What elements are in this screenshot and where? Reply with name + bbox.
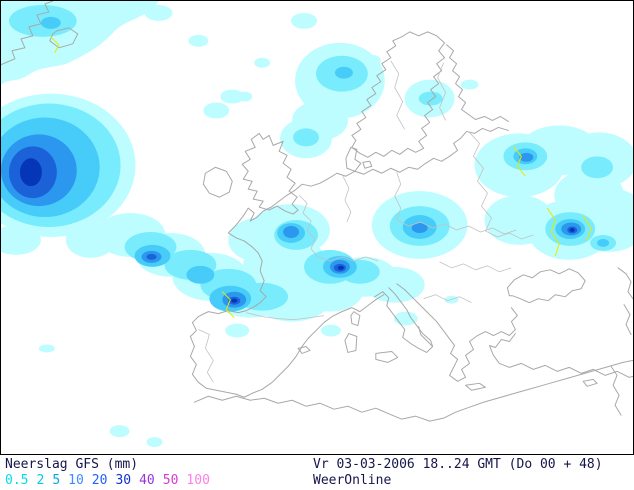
precip-areas-30mm — [19, 158, 575, 303]
coastline-britain — [241, 132, 299, 215]
legend-value-40: 40 — [139, 473, 155, 488]
coastline-cyprus — [582, 378, 598, 387]
coastline-sardinia — [344, 333, 358, 353]
coastline-caspian — [617, 267, 633, 336]
legend-value-50: 50 — [162, 473, 179, 488]
precip-area-0.5mm — [144, 4, 173, 21]
precip-area-30mm — [19, 158, 42, 187]
precipitation-map — [1, 1, 633, 448]
country-border — [439, 261, 512, 273]
precipitation-legend: 0.5 2 5 10 20 30 40 50 100 — [5, 473, 218, 488]
coastline-italy-west — [374, 291, 434, 353]
country-border — [437, 62, 446, 121]
coastline-finland — [446, 44, 509, 122]
country-border — [423, 294, 472, 304]
legend-value-30: 30 — [115, 473, 132, 488]
country-border — [298, 194, 319, 258]
precip-area-30mm — [337, 265, 344, 270]
country-border — [246, 312, 325, 320]
coastline-balkans-greece — [396, 283, 518, 382]
precip-area-10mm — [283, 226, 300, 238]
precip-area-20mm — [146, 253, 157, 260]
coastline-ireland — [202, 166, 233, 198]
precip-area-30mm — [569, 227, 575, 232]
precip-area-0.5mm — [203, 102, 230, 119]
legend-value-2: 2 — [36, 473, 45, 488]
precip-area-2mm — [418, 91, 443, 106]
precip-areas-0.5mm — [1, 1, 633, 448]
coastline-scandinavia — [351, 31, 446, 158]
country-border — [317, 256, 378, 262]
coastline-black-sea — [506, 268, 586, 304]
precip-area-0.5mm — [1, 225, 41, 255]
precip-area-5mm — [40, 16, 61, 29]
country-border — [198, 329, 214, 383]
source-credit: WeerOnline — [313, 473, 392, 488]
coastline-crete — [465, 382, 486, 391]
coastline-levant — [610, 365, 622, 416]
coastlines — [1, 1, 633, 422]
country-border — [485, 230, 534, 240]
coastline-turkey — [488, 333, 633, 378]
precip-area-10mm — [519, 152, 534, 162]
precip-area-0.5mm — [220, 89, 245, 104]
legend-value-10: 10 — [68, 473, 84, 488]
river — [221, 291, 235, 318]
coastline-north-africa — [193, 359, 633, 422]
coastline-greenland — [1, 1, 54, 66]
legend-value-5: 5 — [52, 473, 61, 488]
river — [512, 146, 526, 177]
precip-area-0.5mm — [236, 91, 253, 102]
precip-area-0.5mm — [460, 79, 479, 90]
valid-time-label: Vr 03-03-2006 18..24 GMT (Do 00 + 48) — [313, 457, 603, 472]
precip-area-0.5mm — [38, 344, 55, 353]
country-border — [444, 223, 517, 235]
precip-area-0.5mm — [393, 311, 418, 326]
legend-value-100: 100 — [186, 473, 210, 488]
map-frame — [0, 0, 634, 455]
precip-area-0.5mm — [291, 12, 317, 29]
precip-area-2mm — [293, 128, 319, 147]
precip-area-0.5mm — [109, 425, 130, 438]
coastline-italy-east — [388, 287, 434, 347]
precip-area-0.5mm — [484, 195, 555, 245]
country-border — [469, 132, 492, 232]
precip-area-0.5mm — [188, 34, 209, 47]
country-border — [394, 172, 402, 221]
country-border — [390, 60, 406, 130]
coastline-continental-europe — [189, 126, 509, 398]
precip-area-0.5mm — [146, 437, 163, 448]
rivers — [50, 36, 592, 318]
precip-area-5mm — [334, 66, 353, 79]
precip-area-0.5mm — [320, 324, 341, 337]
river — [582, 215, 592, 241]
precip-area-30mm — [231, 298, 238, 303]
coastline-balearics — [297, 345, 311, 354]
map-title: Neerslag GFS (mm) — [5, 457, 139, 472]
precip-area-0.5mm — [225, 323, 250, 338]
precip-area-0.5mm — [254, 57, 271, 68]
coastline-denmark — [345, 146, 373, 172]
country-borders — [198, 60, 534, 383]
river — [50, 36, 60, 53]
precip-area-10mm — [411, 223, 428, 233]
coastline-sicily — [375, 350, 399, 363]
precip-area-2mm — [581, 156, 614, 179]
precip-area-5mm — [597, 238, 610, 247]
precip-area-0.5mm — [554, 170, 625, 221]
precip-area-0.5mm — [362, 54, 381, 67]
legend-value-20: 20 — [91, 473, 108, 488]
legend-value-0.5: 0.5 — [5, 473, 29, 488]
precip-area-5mm — [186, 265, 215, 284]
map-footer: Neerslag GFS (mm) 0.5 2 5 10 20 30 40 50 100 Vr … — [0, 455, 634, 490]
coastline-corsica — [350, 311, 361, 327]
country-border — [342, 176, 352, 223]
coastline-island — [49, 27, 79, 49]
country-border — [396, 219, 445, 229]
river — [546, 207, 560, 257]
